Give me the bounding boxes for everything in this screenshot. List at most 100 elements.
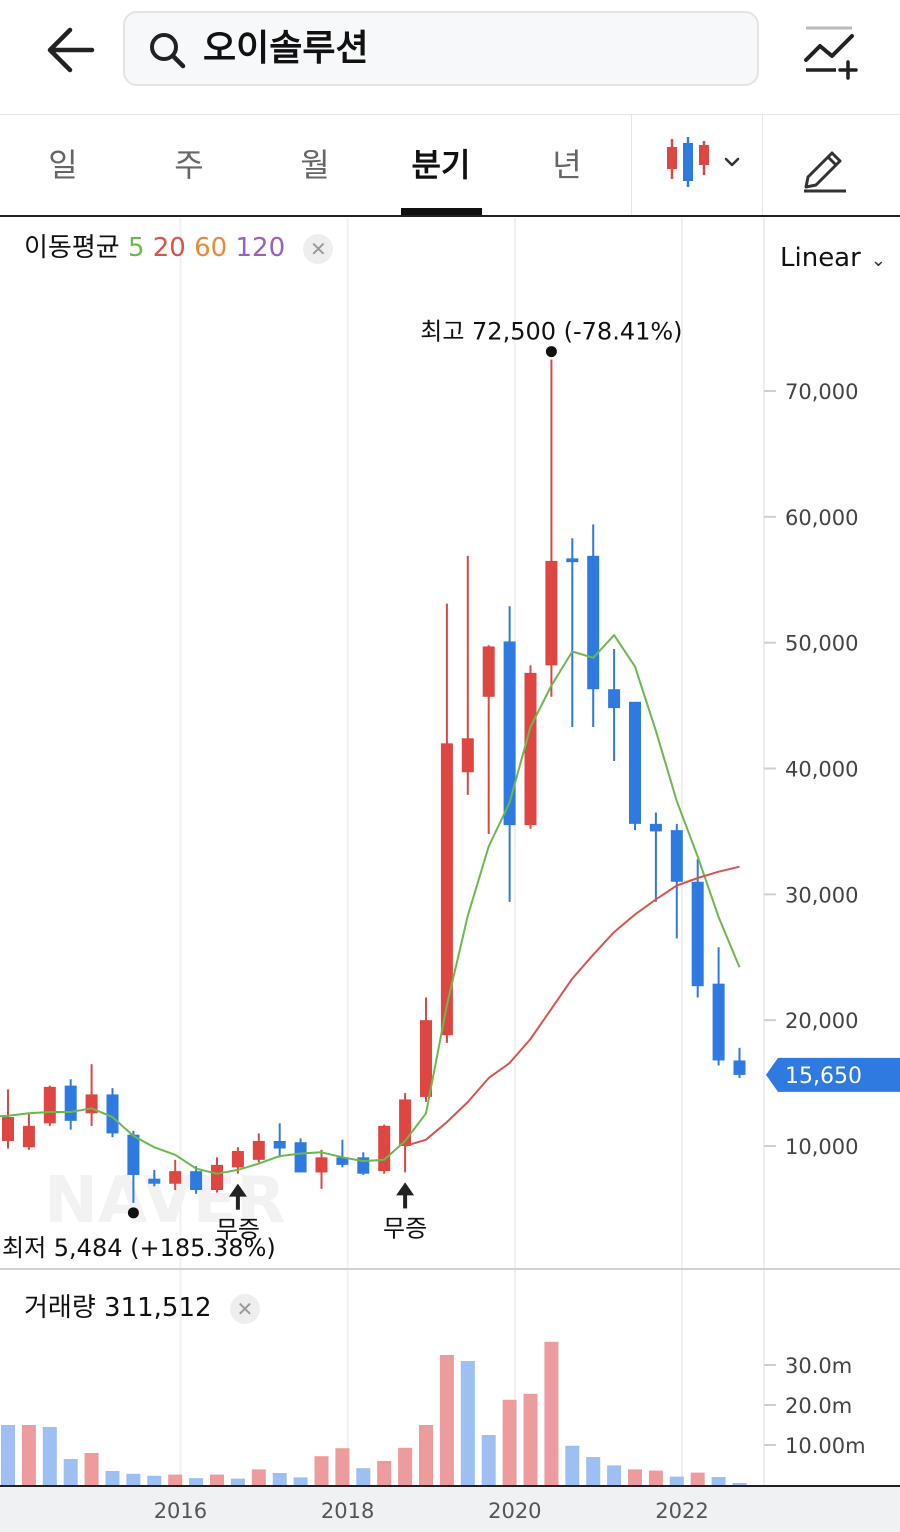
candle[interactable]	[733, 1047, 746, 1079]
price-tick-label: 40,000	[785, 758, 858, 782]
volume-bar[interactable]	[42, 1427, 57, 1485]
x-tick-label: 2016	[154, 1499, 207, 1523]
candle[interactable]	[148, 1169, 161, 1187]
volume-bar[interactable]	[481, 1435, 496, 1485]
chart-type-button[interactable]	[660, 135, 750, 195]
candle[interactable]	[587, 524, 600, 727]
candle-body	[252, 1140, 265, 1160]
event-marker[interactable]: 무증	[216, 1183, 260, 1244]
moving-average-legend: 이동평균 5 20 60 120 ✕	[24, 228, 334, 268]
candle[interactable]	[252, 1133, 265, 1163]
volume-bar[interactable]	[147, 1475, 162, 1485]
volume-bar[interactable]	[272, 1473, 287, 1485]
volume-bar[interactable]	[460, 1361, 475, 1485]
volume-bar[interactable]	[293, 1477, 308, 1485]
chart-compare-button[interactable]	[800, 24, 862, 80]
candle[interactable]	[378, 1124, 391, 1174]
volume-bar[interactable]	[669, 1476, 684, 1485]
close-icon[interactable]: ✕	[229, 1293, 260, 1324]
candle[interactable]	[712, 947, 725, 1066]
tab-day[interactable]: 일	[48, 146, 78, 184]
candle[interactable]	[503, 606, 516, 902]
candle[interactable]	[22, 1113, 35, 1150]
drawing-tool-button[interactable]	[800, 143, 850, 193]
volume-bar[interactable]	[251, 1469, 266, 1485]
volume-bar[interactable]	[586, 1457, 601, 1485]
volume-bar[interactable]	[607, 1465, 622, 1485]
candle[interactable]	[294, 1138, 307, 1173]
candle[interactable]	[649, 812, 662, 902]
candle[interactable]	[85, 1064, 98, 1126]
ma-legend-label: 이동평균	[24, 233, 120, 263]
candle[interactable]	[336, 1139, 349, 1168]
candle[interactable]	[440, 603, 453, 1043]
volume-bar[interactable]	[523, 1393, 538, 1485]
volume-bar[interactable]	[335, 1448, 350, 1485]
tab-month[interactable]: 월	[300, 146, 330, 184]
volume-bar[interactable]	[544, 1341, 559, 1485]
candle[interactable]	[211, 1157, 223, 1193]
candle[interactable]	[461, 555, 474, 795]
candle[interactable]	[399, 1093, 412, 1173]
candle-body	[294, 1142, 307, 1173]
volume-bar[interactable]	[502, 1399, 517, 1485]
candle[interactable]	[169, 1159, 182, 1191]
candle[interactable]	[420, 997, 432, 1102]
candle[interactable]	[670, 823, 683, 939]
volume-bar[interactable]	[356, 1468, 371, 1485]
candle[interactable]	[482, 645, 495, 834]
volume-bar[interactable]	[1, 1425, 15, 1485]
volume-bar[interactable]	[628, 1469, 642, 1485]
candle[interactable]	[691, 859, 704, 998]
volume-bar[interactable]	[210, 1474, 224, 1485]
search-box[interactable]: 오이솔루션	[123, 11, 759, 86]
candle[interactable]	[629, 701, 641, 831]
volume-bar[interactable]	[105, 1471, 120, 1485]
candle[interactable]	[273, 1123, 286, 1158]
candle[interactable]	[545, 359, 558, 697]
candle[interactable]	[64, 1079, 77, 1130]
candle-body	[629, 701, 641, 824]
candle[interactable]	[127, 1130, 140, 1203]
scale-select[interactable]: Linear ⌄	[780, 238, 886, 281]
volume-bar[interactable]	[84, 1453, 99, 1485]
volume-bar[interactable]	[690, 1472, 705, 1485]
back-button[interactable]	[40, 20, 100, 80]
candle-body	[43, 1086, 56, 1124]
candle[interactable]	[566, 538, 579, 727]
candle[interactable]	[357, 1152, 370, 1175]
volume-bar[interactable]	[189, 1478, 204, 1485]
tab-quarter[interactable]: 분기	[411, 146, 471, 184]
volume-bar[interactable]	[63, 1459, 78, 1485]
candle[interactable]	[524, 665, 537, 829]
candle[interactable]	[43, 1085, 56, 1126]
volume-bar[interactable]	[711, 1477, 726, 1485]
arrow-up-stem	[235, 1195, 240, 1210]
volume-bar[interactable]	[565, 1445, 580, 1485]
volume-bar[interactable]	[230, 1478, 245, 1485]
candle-body	[482, 646, 495, 697]
tab-week[interactable]: 주	[174, 146, 204, 184]
volume-bar[interactable]	[377, 1461, 392, 1485]
candle-body	[106, 1094, 119, 1134]
candle[interactable]	[190, 1166, 203, 1194]
candle[interactable]	[2, 1089, 14, 1149]
close-icon[interactable]: ✕	[303, 233, 334, 264]
candle[interactable]	[315, 1149, 328, 1189]
event-marker[interactable]: 무증	[383, 1182, 427, 1242]
candle-body	[148, 1178, 161, 1184]
candle[interactable]	[106, 1088, 119, 1138]
volume-tick-label: 10.00m	[785, 1434, 866, 1458]
volume-bar[interactable]	[21, 1425, 36, 1485]
volume-bar[interactable]	[398, 1447, 413, 1485]
volume-bar[interactable]	[168, 1474, 183, 1485]
volume-bar[interactable]	[314, 1456, 329, 1485]
volume-bar[interactable]	[648, 1470, 663, 1485]
volume-bar[interactable]	[419, 1425, 433, 1485]
volume-bar[interactable]	[732, 1483, 747, 1485]
tab-year[interactable]: 년	[552, 146, 582, 184]
candle[interactable]	[608, 648, 621, 761]
volume-bar[interactable]	[439, 1355, 454, 1485]
volume-bar[interactable]	[126, 1473, 141, 1485]
